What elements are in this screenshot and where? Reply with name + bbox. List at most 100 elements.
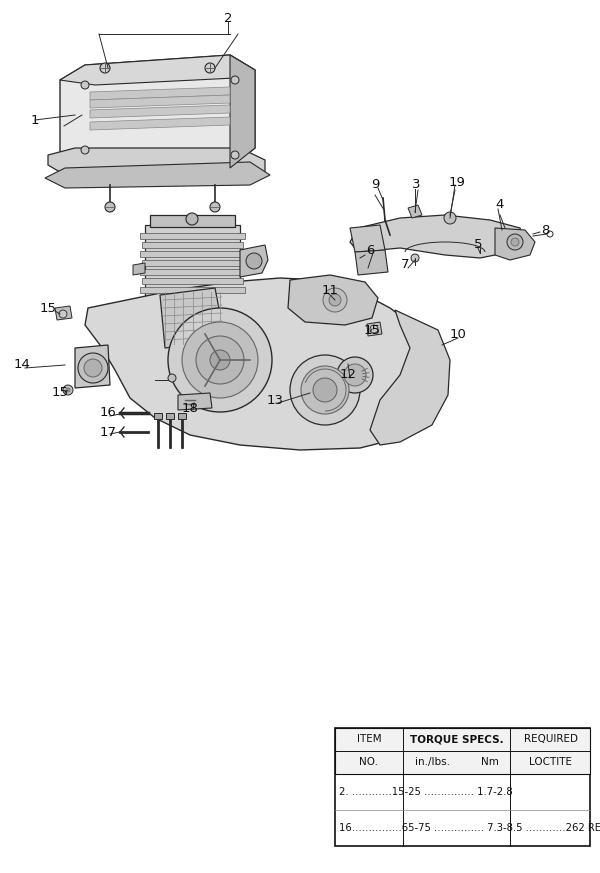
Text: TORQUE SPECS.: TORQUE SPECS.	[410, 734, 504, 744]
Text: 6: 6	[366, 244, 374, 257]
Polygon shape	[370, 310, 450, 445]
Circle shape	[168, 308, 272, 412]
Polygon shape	[145, 225, 240, 310]
Polygon shape	[140, 233, 245, 239]
Text: 16……………65-75 …………… 7.3-8.5 …………262 RED: 16……………65-75 …………… 7.3-8.5 …………262 RED	[339, 823, 600, 833]
Circle shape	[323, 288, 347, 312]
Circle shape	[182, 322, 258, 398]
Circle shape	[444, 212, 456, 224]
Circle shape	[205, 63, 215, 73]
Polygon shape	[55, 306, 72, 320]
Polygon shape	[85, 278, 445, 450]
Text: 16: 16	[100, 407, 116, 420]
Polygon shape	[45, 162, 270, 188]
Text: 19: 19	[449, 175, 466, 189]
Circle shape	[231, 151, 239, 159]
Circle shape	[344, 364, 366, 386]
Text: REQUIRED: REQUIRED	[524, 734, 578, 744]
Polygon shape	[90, 95, 230, 108]
Text: 10: 10	[449, 328, 466, 341]
Circle shape	[63, 385, 73, 395]
Text: ITEM: ITEM	[356, 734, 382, 744]
Circle shape	[337, 357, 373, 393]
Text: NO.: NO.	[359, 757, 379, 767]
Text: in./lbs.: in./lbs.	[415, 757, 449, 767]
Text: 14: 14	[14, 359, 31, 372]
Circle shape	[507, 234, 523, 250]
Text: 2: 2	[224, 11, 232, 24]
Polygon shape	[160, 288, 225, 348]
Bar	[335, 728, 590, 846]
Polygon shape	[140, 251, 245, 257]
Circle shape	[547, 231, 553, 237]
Text: 15: 15	[52, 387, 68, 400]
Polygon shape	[90, 105, 230, 118]
Text: 15: 15	[364, 324, 380, 336]
Polygon shape	[230, 55, 255, 168]
Polygon shape	[140, 269, 245, 275]
Circle shape	[105, 202, 115, 212]
Text: 4: 4	[496, 198, 504, 211]
Circle shape	[246, 253, 262, 269]
Circle shape	[411, 254, 419, 262]
Text: 13: 13	[266, 394, 284, 407]
Text: LOCTITE: LOCTITE	[530, 757, 572, 767]
Text: 5: 5	[474, 238, 482, 251]
Text: 15: 15	[40, 301, 56, 314]
Polygon shape	[495, 228, 535, 260]
Polygon shape	[75, 345, 110, 388]
Circle shape	[84, 359, 102, 377]
Circle shape	[231, 76, 239, 84]
Polygon shape	[60, 55, 255, 85]
Text: 2. …………15-25 …………… 1.7-2.8: 2. …………15-25 …………… 1.7-2.8	[339, 787, 512, 797]
Text: 18: 18	[182, 402, 199, 415]
Bar	[178, 413, 186, 419]
Bar	[154, 413, 162, 419]
Circle shape	[78, 353, 108, 383]
Circle shape	[210, 202, 220, 212]
Circle shape	[100, 63, 110, 73]
Text: 11: 11	[322, 284, 338, 297]
Polygon shape	[288, 275, 378, 325]
Polygon shape	[90, 117, 230, 130]
Circle shape	[196, 336, 244, 384]
Polygon shape	[142, 242, 243, 248]
Circle shape	[59, 310, 67, 318]
Text: 3: 3	[412, 178, 420, 191]
Circle shape	[81, 146, 89, 154]
Text: Nm: Nm	[481, 757, 499, 767]
Polygon shape	[90, 87, 230, 100]
Polygon shape	[142, 278, 243, 284]
Polygon shape	[60, 55, 255, 168]
Circle shape	[210, 350, 230, 370]
Bar	[166, 413, 174, 419]
Circle shape	[313, 378, 337, 402]
Polygon shape	[142, 260, 243, 266]
Text: 1: 1	[31, 113, 39, 127]
Text: 9: 9	[371, 178, 379, 191]
Circle shape	[370, 325, 378, 333]
Bar	[335, 728, 590, 774]
Polygon shape	[150, 215, 235, 227]
Circle shape	[66, 388, 70, 392]
Polygon shape	[140, 287, 245, 293]
Polygon shape	[240, 245, 268, 277]
Polygon shape	[408, 205, 422, 218]
Circle shape	[290, 355, 360, 425]
Polygon shape	[367, 322, 382, 336]
Circle shape	[329, 294, 341, 306]
Text: 12: 12	[340, 368, 356, 382]
Circle shape	[301, 366, 349, 414]
Circle shape	[186, 213, 198, 225]
Text: 8: 8	[541, 223, 549, 237]
Circle shape	[511, 238, 519, 246]
Text: 17: 17	[100, 425, 116, 438]
Polygon shape	[355, 250, 388, 275]
Polygon shape	[133, 263, 145, 275]
Circle shape	[81, 81, 89, 89]
Polygon shape	[350, 225, 385, 252]
Polygon shape	[178, 393, 212, 410]
Circle shape	[168, 374, 176, 382]
Polygon shape	[48, 148, 265, 180]
Text: 7: 7	[401, 258, 409, 272]
